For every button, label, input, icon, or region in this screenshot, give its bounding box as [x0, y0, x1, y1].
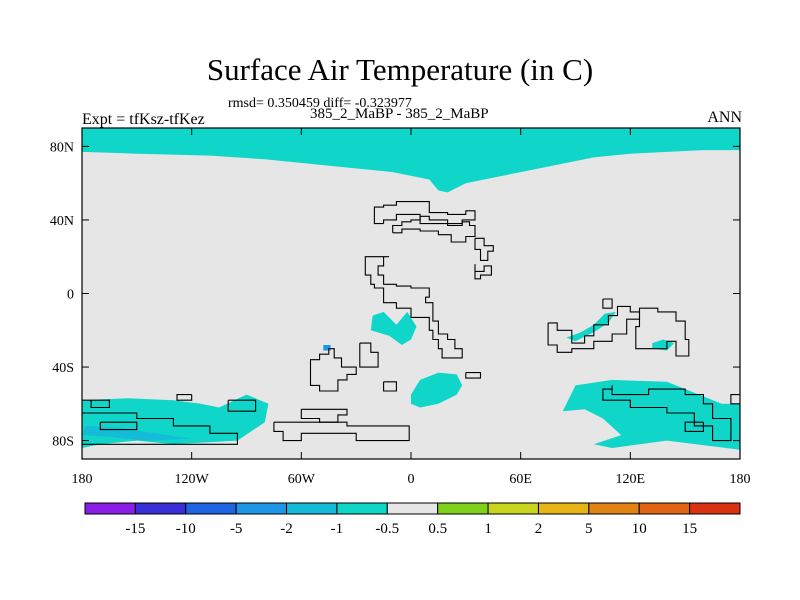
coastline: [99, 421, 138, 431]
coastline: [602, 385, 732, 442]
colorbar-swatch: [386, 502, 439, 515]
colorbar-label: -0.5: [375, 521, 399, 537]
colorbar-label: 1: [484, 521, 492, 537]
colorbar-label: -15: [125, 521, 145, 537]
y-tick-label: 40S: [52, 361, 74, 376]
coastline: [82, 399, 110, 409]
colorbar-label: -1: [331, 521, 344, 537]
coastline: [547, 305, 641, 353]
x-tick-label: 180: [72, 472, 93, 487]
colorbar-label: 2: [535, 521, 543, 537]
region-indian-ocean-cyan: [566, 311, 616, 342]
x-tick-label: 120E: [616, 472, 646, 487]
coastline: [373, 201, 476, 225]
coastline: [474, 264, 492, 280]
region-north-polar-cyan: [82, 128, 740, 193]
colorbar-swatch: [588, 502, 640, 515]
coastline: [730, 394, 740, 405]
coastline: [635, 307, 690, 357]
colorbar-swatch: [134, 502, 187, 515]
colorbar-label: 5: [585, 521, 593, 537]
colorbar-label: 10: [632, 521, 647, 537]
colorbar-swatch: [537, 502, 590, 515]
coastline: [602, 298, 613, 309]
stats-line: rmsd= 0.350459 diff= -0.323977: [228, 96, 412, 111]
colorbar-swatch: [336, 502, 388, 515]
coastline: [309, 348, 357, 392]
colorbar-swatch: [185, 502, 237, 515]
coastline: [474, 237, 494, 261]
y-tick-label: 0: [67, 288, 74, 303]
colorbar-label: -5: [230, 521, 243, 537]
region-atlantic-cyan: [370, 311, 417, 345]
colorbar-swatch: [286, 502, 338, 515]
colorbar-swatch: [487, 502, 539, 515]
y-tick-label: 40N: [50, 214, 74, 229]
season-label: ANN: [707, 109, 742, 126]
coastline: [82, 412, 238, 445]
chart-title: Surface Air Temperature (in C): [206, 52, 594, 87]
colorbar-swatch: [638, 502, 691, 515]
colorbar-label: 0.5: [428, 521, 447, 537]
axis-ticks: 180 120W 60W 0 60E 120E 180 80N 40N 0 40S 80S: [50, 128, 751, 487]
colorbar-swatch: [437, 502, 489, 515]
y-tick-label: 80N: [50, 140, 74, 155]
colorbar: -15 -10 -5 -2 -1 -0.5 0.5 1 2 5 10 15: [84, 502, 741, 537]
coastline: [359, 342, 379, 368]
coastline: [383, 381, 397, 392]
x-tick-label: 60E: [509, 472, 532, 487]
coastlines: [82, 201, 740, 445]
colorbar-swatch: [84, 502, 136, 515]
region-south-africa-cyan: [411, 372, 463, 408]
colorbar-swatch: [689, 502, 741, 515]
chart-subtitle: 385_2_MaBP - 385_2_MaBP: [310, 106, 489, 122]
region-west-pacific-cyan: [652, 339, 675, 351]
coastline: [273, 421, 410, 442]
coastline: [465, 372, 482, 379]
coastline: [227, 399, 257, 412]
colorbar-label: -10: [176, 521, 196, 537]
coastline: [176, 394, 193, 401]
contour-regions: [82, 128, 740, 450]
region-south-indian-cyan: [562, 379, 740, 450]
coastline: [684, 421, 704, 432]
region-small-atlantic-patch: [323, 345, 331, 351]
coastline: [364, 256, 463, 359]
colorbar-swatch: [235, 502, 288, 515]
x-tick-label: 120W: [175, 472, 210, 487]
colorbar-label: 15: [682, 521, 697, 537]
x-tick-label: 180: [730, 472, 751, 487]
experiment-label: Expt = tfKsz-tfKez: [82, 111, 205, 128]
x-tick-label: 60W: [288, 472, 316, 487]
x-tick-label: 0: [408, 472, 415, 487]
coastline: [392, 215, 476, 243]
y-tick-label: 80S: [52, 435, 74, 450]
colorbar-label: -2: [280, 521, 293, 537]
